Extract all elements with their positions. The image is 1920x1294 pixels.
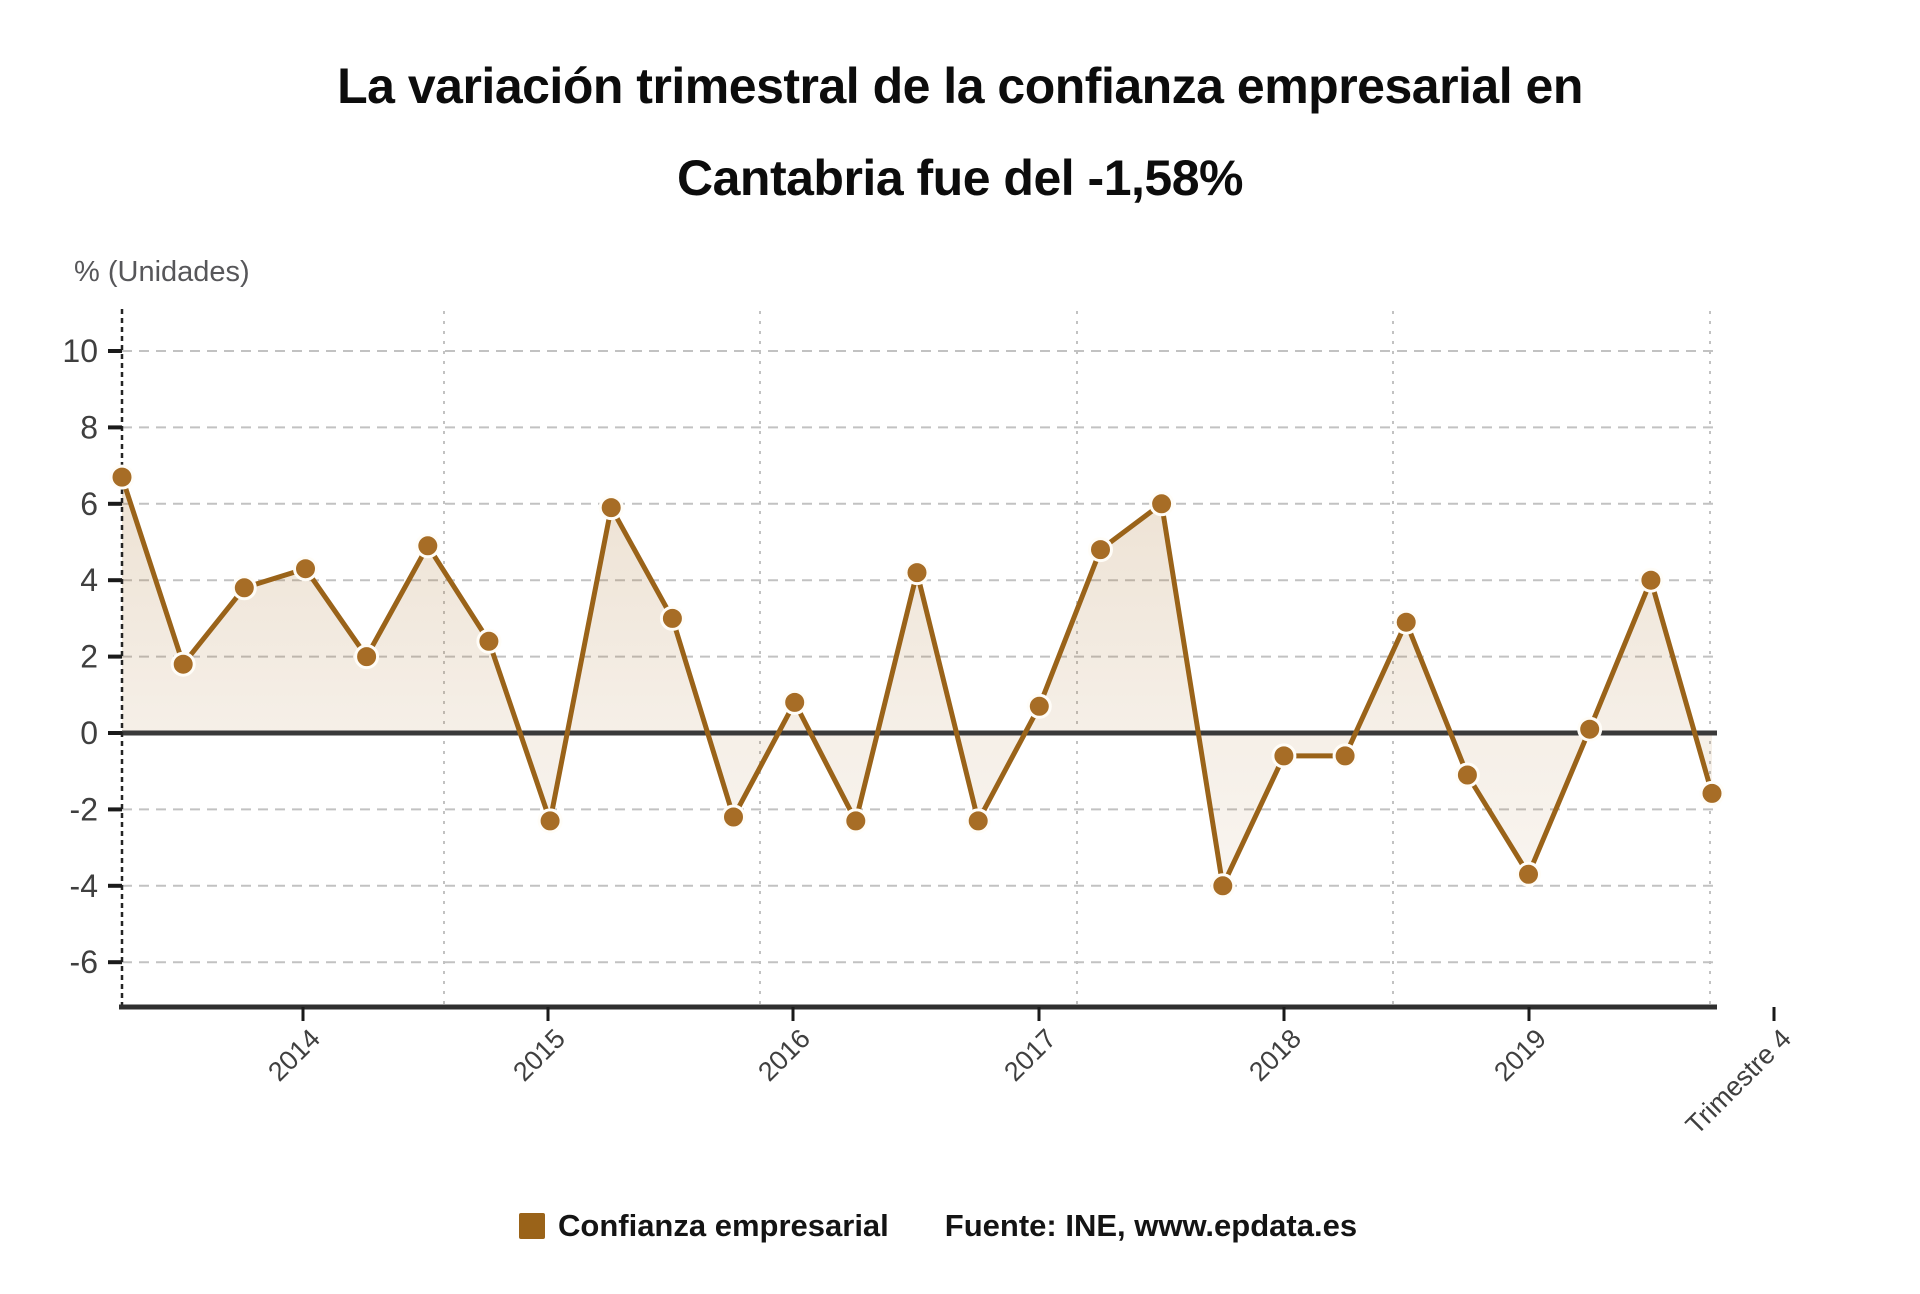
data-point-marker[interactable] — [965, 808, 991, 834]
x-tick-label-group: 2018 — [1243, 1023, 1307, 1087]
x-tick-label: 2018 — [1243, 1023, 1307, 1087]
x-tick-label: 2015 — [507, 1023, 571, 1087]
chart-title: La variación trimestral de la confianza … — [0, 40, 1920, 224]
x-tick-label-group: 2016 — [752, 1023, 816, 1087]
data-point-marker[interactable] — [598, 495, 624, 521]
x-tick-label: 2019 — [1488, 1023, 1552, 1087]
data-point-marker[interactable] — [1699, 780, 1725, 806]
data-point-marker[interactable] — [1577, 716, 1603, 742]
data-point-marker[interactable] — [354, 644, 380, 670]
data-point-marker[interactable] — [109, 464, 135, 490]
x-tick-label: Trimestre 4 — [1680, 1023, 1797, 1140]
y-tick-label: 2 — [80, 639, 98, 675]
x-tick-label-group: Trimestre 4 — [1680, 1023, 1797, 1140]
y-tick-label: 4 — [80, 562, 98, 598]
y-tick-label: 6 — [80, 486, 98, 522]
x-tick-label-group: 2015 — [507, 1023, 571, 1087]
x-tick-label-group: 2019 — [1488, 1023, 1552, 1087]
y-tick-label: -4 — [70, 868, 98, 904]
data-point-marker[interactable] — [1393, 609, 1419, 635]
data-point-marker[interactable] — [1638, 567, 1664, 593]
data-point-marker[interactable] — [537, 808, 563, 834]
data-point-marker[interactable] — [659, 605, 685, 631]
data-point-marker[interactable] — [1210, 873, 1236, 899]
data-point-marker[interactable] — [1088, 537, 1113, 563]
x-tick-label: 2017 — [998, 1023, 1062, 1087]
data-point-marker[interactable] — [904, 560, 930, 586]
y-tick-label: -2 — [70, 791, 98, 827]
data-point-marker[interactable] — [476, 628, 502, 654]
data-point-marker[interactable] — [721, 804, 746, 830]
area-fill — [122, 477, 1712, 886]
x-tick-label-group: 2017 — [998, 1023, 1062, 1087]
data-point-marker[interactable] — [293, 556, 318, 582]
legend-swatch — [519, 1213, 545, 1239]
y-tick-label: 8 — [80, 409, 98, 445]
y-tick-label: -6 — [70, 944, 98, 980]
legend: Confianza empresarial Fuente: INE, www.e… — [519, 1208, 1357, 1244]
y-tick-label: 10 — [62, 333, 98, 369]
y-tick-label: 0 — [80, 715, 98, 751]
data-point-marker[interactable] — [231, 575, 257, 601]
x-tick-label-group: 2014 — [262, 1023, 326, 1087]
x-tick-label: 2014 — [262, 1023, 326, 1087]
chart-title-line2: Cantabria fue del -1,58% — [677, 150, 1243, 206]
data-point-marker[interactable] — [170, 651, 196, 677]
data-point-marker[interactable] — [415, 533, 441, 559]
legend-series-label: Confianza empresarial — [558, 1208, 889, 1243]
source-label: Fuente: INE, www.epdata.es — [944, 1208, 1358, 1243]
x-tick-label: 2016 — [752, 1023, 816, 1087]
data-point-marker[interactable] — [1026, 693, 1052, 719]
data-point-marker[interactable] — [1516, 861, 1541, 887]
data-point-marker[interactable] — [1149, 491, 1175, 517]
data-point-marker[interactable] — [1332, 743, 1358, 769]
data-point-marker[interactable] — [1454, 762, 1480, 788]
data-point-marker[interactable] — [843, 808, 869, 834]
data-point-marker[interactable] — [782, 689, 808, 715]
chart-title-line1: La variación trimestral de la confianza … — [337, 58, 1583, 114]
data-point-marker[interactable] — [1271, 743, 1297, 769]
y-axis-title: % (Unidades) — [74, 256, 250, 288]
